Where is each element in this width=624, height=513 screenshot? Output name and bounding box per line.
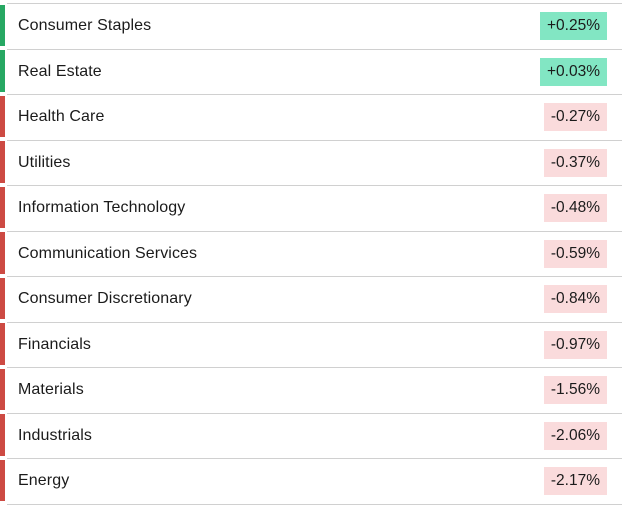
sector-name: Industrials — [18, 426, 93, 444]
sector-row: Financials -0.97% — [0, 321, 624, 368]
sector-row-content: Information Technology -0.48% — [7, 185, 622, 231]
change-direction-bar — [0, 368, 5, 410]
sector-row: Communication Services -0.59% — [0, 230, 624, 277]
bottom-divider — [7, 503, 622, 505]
sector-name: Health Care — [18, 108, 105, 126]
change-direction-bar — [0, 232, 5, 274]
sector-row: Information Technology -0.48% — [0, 185, 624, 231]
change-percent-badge: -0.97% — [543, 330, 607, 359]
sector-row: Materials -1.56% — [0, 367, 624, 413]
sector-row: Real Estate +0.03% — [0, 48, 624, 95]
change-direction-bar — [0, 414, 5, 456]
sector-row-content: Health Care -0.27% — [7, 94, 622, 140]
change-percent-badge: -1.56% — [543, 376, 607, 405]
sector-row: Consumer Discretionary -0.84% — [0, 276, 624, 322]
sector-name: Communication Services — [18, 244, 198, 262]
change-percent-badge: -0.27% — [543, 103, 607, 132]
sector-row-content: Industrials -2.06% — [7, 412, 622, 459]
sector-row-content: Consumer Discretionary -0.84% — [7, 276, 622, 322]
change-direction-bar — [0, 277, 5, 319]
change-direction-bar — [0, 186, 5, 228]
sector-name: Information Technology — [18, 199, 186, 217]
sector-row: Industrials -2.06% — [0, 412, 624, 459]
sector-row-content: Materials -1.56% — [7, 367, 622, 413]
sector-name: Utilities — [18, 153, 71, 171]
change-direction-bar — [0, 459, 5, 501]
change-percent-badge: -0.37% — [543, 148, 607, 177]
change-percent-badge: -2.06% — [543, 421, 607, 450]
sector-row: Consumer Staples +0.25% — [0, 3, 624, 49]
change-percent-badge: -2.17% — [543, 467, 607, 496]
sector-row-content: Real Estate +0.03% — [7, 48, 622, 95]
sector-name: Consumer Discretionary — [18, 290, 192, 308]
sector-row-content: Financials -0.97% — [7, 321, 622, 368]
sector-row: Energy -2.17% — [0, 458, 624, 504]
sector-row: Utilities -0.37% — [0, 139, 624, 186]
sector-row-content: Utilities -0.37% — [7, 139, 622, 186]
change-percent-badge: +0.25% — [539, 12, 607, 41]
change-percent-badge: -0.59% — [543, 239, 607, 268]
change-direction-bar — [0, 323, 5, 365]
change-direction-bar — [0, 4, 5, 46]
sector-row-content: Consumer Staples +0.25% — [7, 3, 622, 49]
change-percent-badge: -0.84% — [543, 285, 607, 314]
sector-name: Materials — [18, 381, 84, 399]
sector-row-content: Communication Services -0.59% — [7, 230, 622, 277]
sector-name: Real Estate — [18, 62, 102, 80]
change-direction-bar — [0, 95, 5, 137]
sector-name: Financials — [18, 335, 92, 353]
change-percent-badge: +0.03% — [539, 57, 607, 86]
sector-row-content: Energy -2.17% — [7, 458, 622, 504]
change-percent-badge: -0.48% — [543, 194, 607, 223]
sector-name: Energy — [18, 472, 70, 490]
change-direction-bar — [0, 50, 5, 92]
sector-row: Health Care -0.27% — [0, 94, 624, 140]
change-direction-bar — [0, 141, 5, 183]
sector-name: Consumer Staples — [18, 17, 152, 35]
